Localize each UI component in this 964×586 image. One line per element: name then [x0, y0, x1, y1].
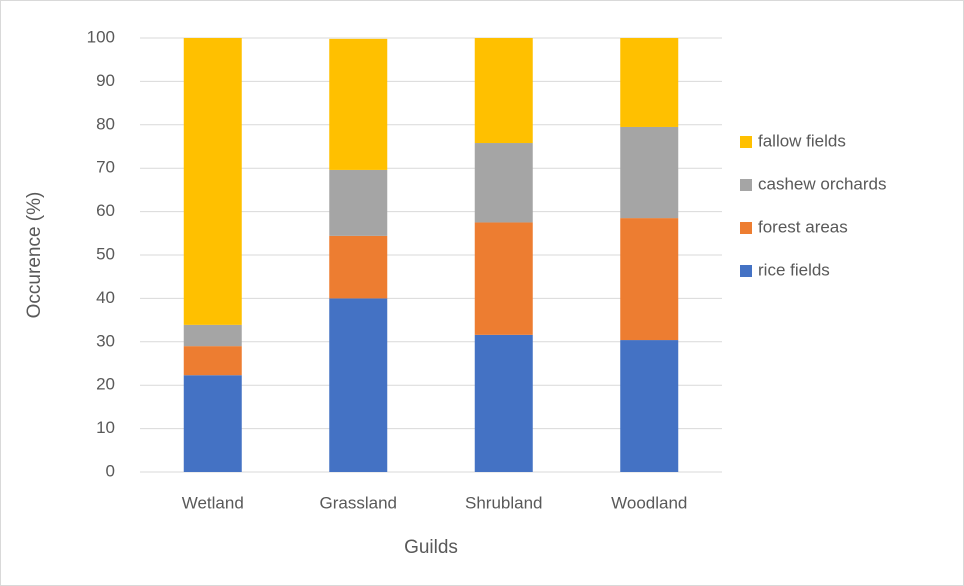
bar-segment [183, 346, 242, 376]
legend-label: fallow fields [758, 131, 846, 150]
bar-segment [620, 38, 679, 127]
x-tick-label: Shrubland [465, 493, 543, 512]
bar-segment [329, 298, 388, 472]
bar-segment [620, 340, 679, 472]
y-tick-label: 60 [96, 201, 115, 220]
y-tick-label: 40 [96, 288, 115, 307]
y-tick-label: 90 [96, 71, 115, 90]
x-tick-label: Grassland [320, 493, 397, 512]
legend-label: rice fields [758, 260, 830, 279]
x-axis-title: Guilds [404, 537, 458, 558]
bar-segment [329, 235, 388, 299]
y-tick-label: 80 [96, 114, 115, 133]
bar-segment [474, 222, 533, 335]
bar-segment [183, 324, 242, 347]
bar-segment [620, 126, 679, 219]
y-tick-label: 10 [96, 418, 115, 437]
bar-segment [474, 38, 533, 144]
bar-segment [183, 375, 242, 472]
y-tick-label: 30 [96, 331, 115, 350]
y-tick-label: 50 [96, 244, 115, 263]
bar-segment [183, 38, 242, 325]
legend-label: forest areas [758, 217, 848, 236]
y-axis-title: Occurence (%) [24, 192, 45, 319]
y-tick-label: 0 [106, 461, 115, 480]
legend-label: cashew orchards [758, 174, 887, 193]
x-tick-label: Wetland [182, 493, 244, 512]
bar-segment [474, 334, 533, 472]
legend-swatch [740, 136, 752, 148]
bar-segment [329, 169, 388, 236]
legend-swatch [740, 179, 752, 191]
bar-segment [329, 38, 388, 170]
y-tick-label: 20 [96, 375, 115, 394]
x-tick-label: Woodland [611, 493, 687, 512]
y-tick-label: 100 [87, 27, 115, 46]
y-tick-label: 70 [96, 158, 115, 177]
bar-segment [474, 143, 533, 223]
bar-segment [620, 218, 679, 341]
legend-swatch [740, 222, 752, 234]
legend-swatch [740, 265, 752, 277]
